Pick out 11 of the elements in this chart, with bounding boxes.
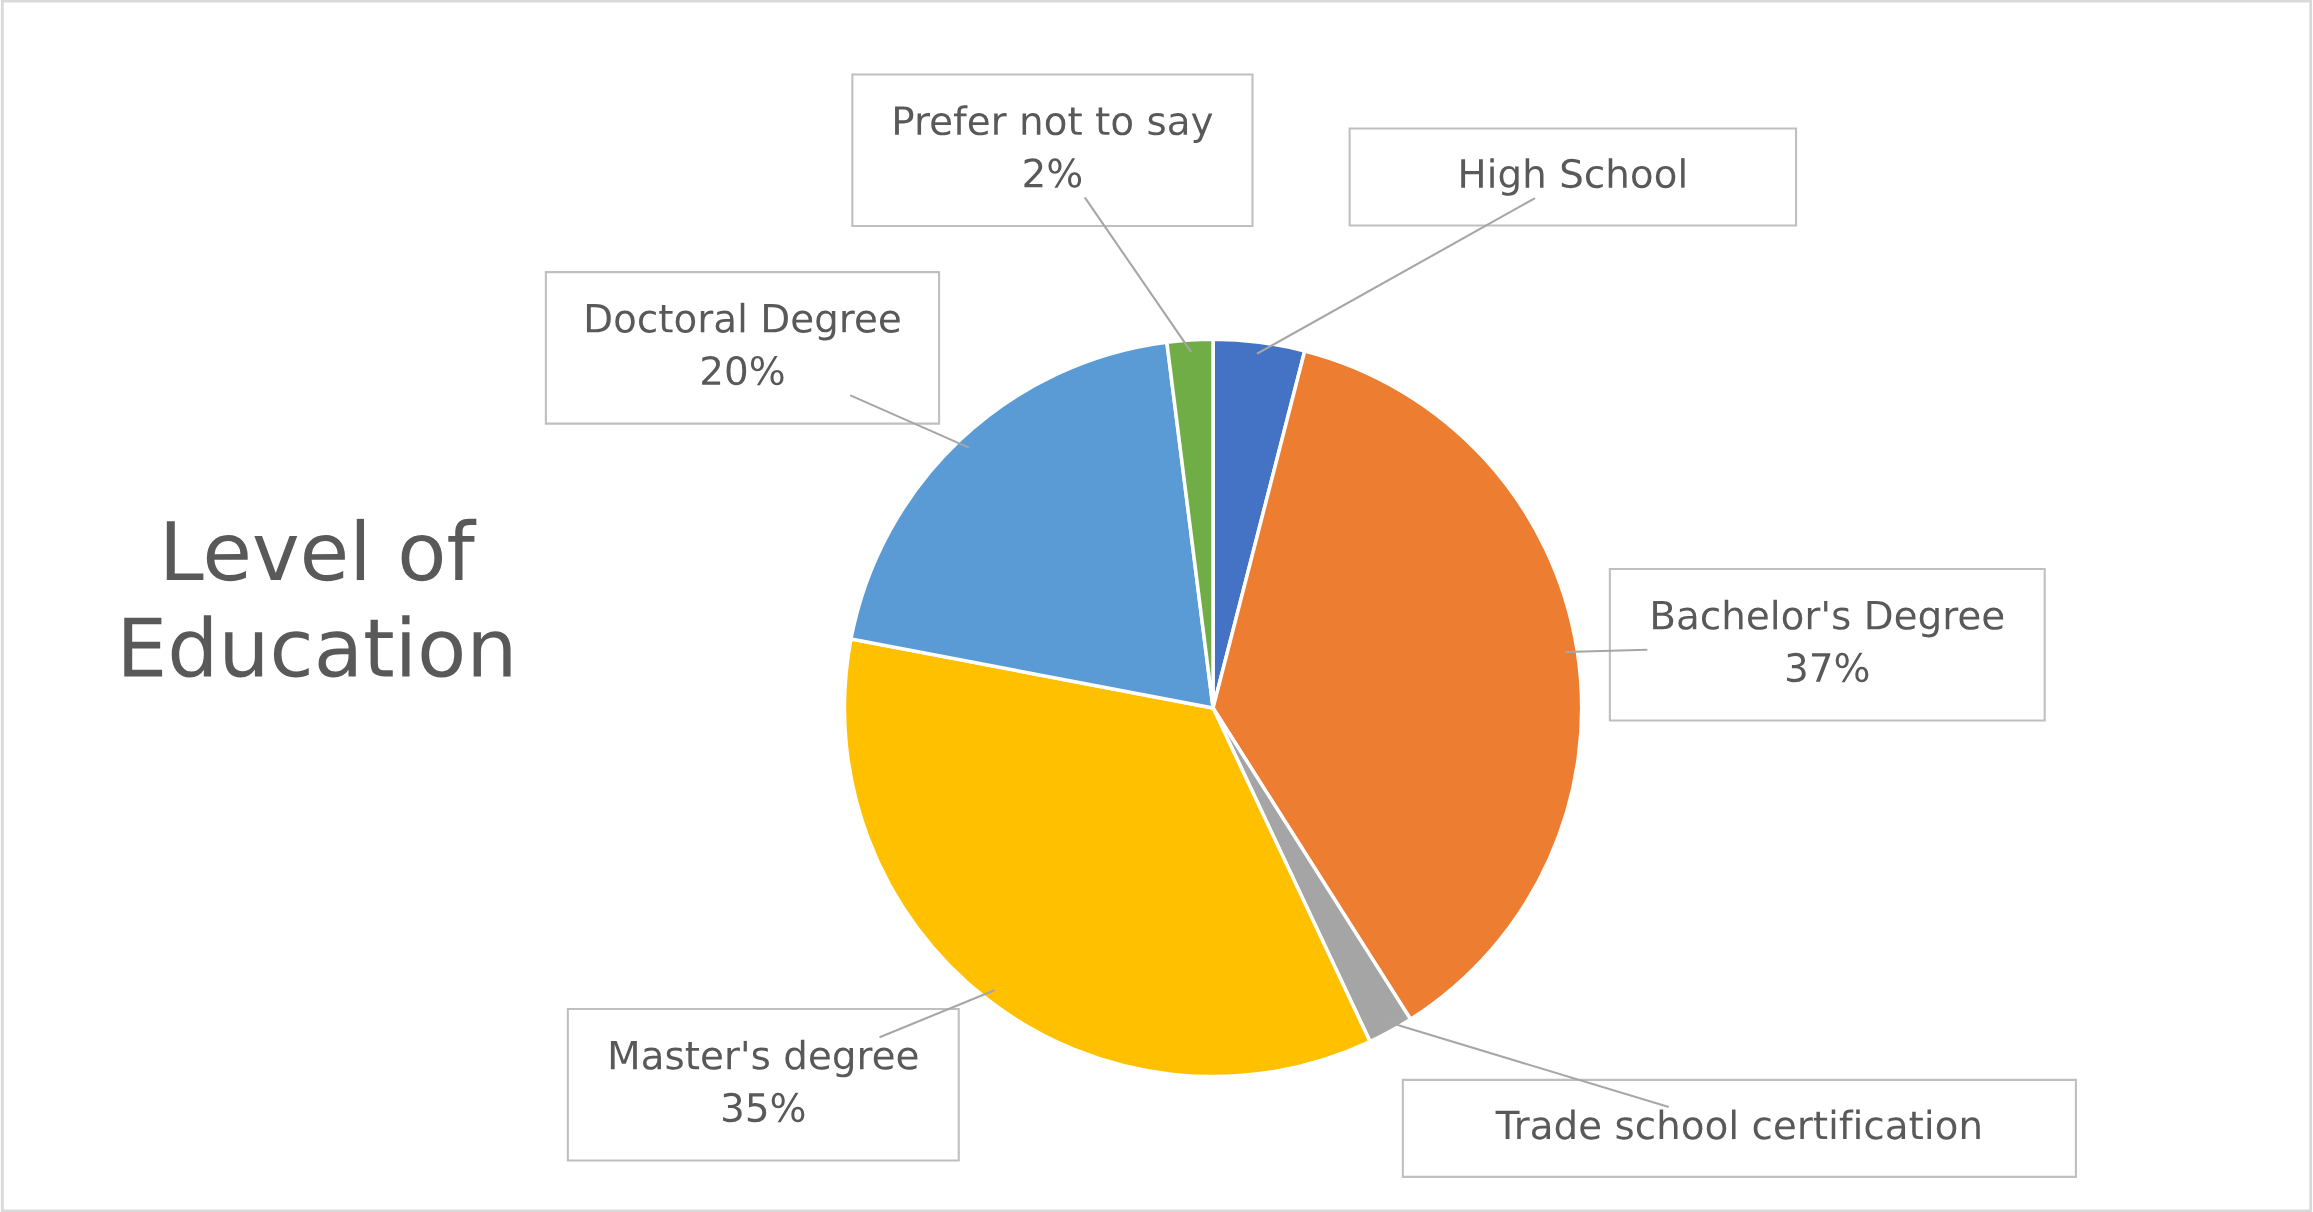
- slice-label: Doctoral Degree: [586, 302, 900, 341]
- data-label: 2%: [1024, 158, 1082, 188]
- data-label: 20%: [702, 355, 784, 386]
- slice-label: High School: [1461, 158, 1685, 196]
- data-label: 37%: [1787, 652, 1869, 683]
- slice-label: Trade school certification: [1495, 1109, 1980, 1140]
- slice-label: Bachelor's Degree: [1653, 599, 2004, 638]
- slice-label: Master's degree: [610, 1039, 918, 1078]
- slice-label: Prefer not to say: [895, 105, 1213, 143]
- data-label: 35%: [723, 1092, 805, 1123]
- text: Level of Education: [124, 518, 511, 678]
